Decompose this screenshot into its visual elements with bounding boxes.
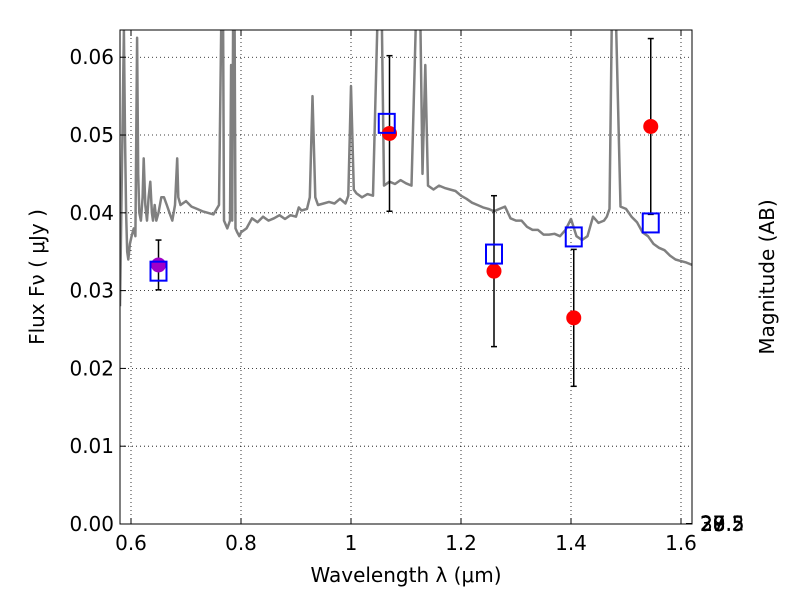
axis-ticks: 0.6 0.8 1 1.2 1.4 1.6 0.00 0.01 0.02 0.03 0.04 0.05… bbox=[69, 30, 745, 555]
right-tick-label: 30 bbox=[700, 512, 725, 536]
model-point bbox=[149, 260, 168, 282]
model-points bbox=[149, 112, 660, 282]
y-tick-label: 0.05 bbox=[69, 123, 114, 147]
right-tick-label: 27.2 bbox=[700, 512, 745, 536]
observed-point bbox=[643, 118, 659, 134]
y-tick-label: 0.04 bbox=[69, 201, 114, 225]
plot-frame bbox=[119, 29, 693, 525]
observed-point bbox=[151, 257, 166, 273]
spectrum-line bbox=[120, 30, 692, 307]
right-tick-label: 27 bbox=[700, 512, 725, 536]
right-axis-label: Magnitude (AB) bbox=[755, 199, 779, 354]
x-axis-label: Wavelength λ (μm) bbox=[310, 563, 501, 587]
model-point bbox=[377, 112, 396, 134]
x-tick-label: 1.4 bbox=[555, 531, 587, 555]
y-axis-label: Flux Fν ( μJy ) bbox=[25, 209, 49, 345]
grid-lines bbox=[120, 30, 692, 525]
observed-points bbox=[151, 118, 659, 326]
model-point bbox=[641, 212, 660, 234]
model-spectrum bbox=[120, 30, 692, 307]
observed-point bbox=[566, 310, 582, 326]
x-tick-label: 1.6 bbox=[665, 531, 697, 555]
model-point bbox=[485, 243, 503, 265]
y-tick-label: 0.00 bbox=[69, 512, 114, 536]
right-tick-label: 27.5 bbox=[700, 512, 745, 536]
right-tick-label: 29 bbox=[700, 512, 725, 536]
right-tick-label: 28.5 bbox=[700, 512, 745, 536]
x-tick-label: 1.2 bbox=[445, 531, 477, 555]
right-tick-label: 28 bbox=[700, 512, 725, 536]
y-tick-label: 0.02 bbox=[69, 356, 114, 380]
y-tick-label: 0.03 bbox=[69, 279, 114, 303]
model-point bbox=[564, 226, 583, 248]
y-tick-label: 0.06 bbox=[69, 45, 114, 69]
x-tick-label: 0.6 bbox=[115, 531, 147, 555]
y-tick-label: 0.01 bbox=[69, 434, 114, 458]
observed-point bbox=[486, 263, 502, 279]
x-tick-label: 1 bbox=[345, 531, 358, 555]
x-tick-label: 0.8 bbox=[225, 531, 257, 555]
